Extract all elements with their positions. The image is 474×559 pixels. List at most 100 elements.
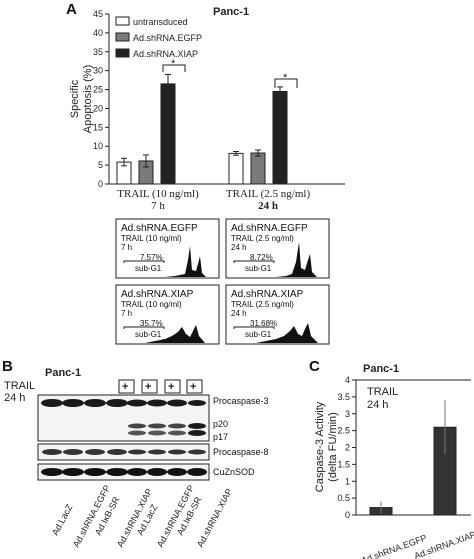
facs-histogram-trace: [165, 246, 206, 277]
legend-swatch-xiap: [115, 48, 130, 58]
bar-ad-shrna-egfp: [250, 152, 266, 185]
facs-condition: TRAIL (10 ng/ml): [121, 300, 182, 309]
y-tick-label: 3.5: [337, 392, 350, 402]
y-tick-label: 30: [93, 66, 103, 76]
group2-label-line2: 24 h: [258, 200, 278, 212]
facs-gate-label: sub-G1: [135, 330, 162, 339]
facs-time: 7 h: [121, 243, 132, 252]
panel-a-ylabel-line2: Apoptosis (%): [82, 65, 94, 133]
facs-gate-label: sub-G1: [245, 264, 272, 273]
facs-title: Ad.shRNA.XIAP: [231, 289, 304, 300]
panel-c-y-ticks: 0 0.5 1 1.5 2 2.5 3 3.5 4: [337, 375, 356, 520]
facs-gate-label: sub-G1: [245, 330, 272, 339]
y-tick-label: 0.5: [337, 493, 350, 503]
band-label-procaspase8: Procaspase-8: [213, 447, 269, 457]
plus-box: [118, 379, 135, 394]
facs-time: 7 h: [121, 309, 132, 318]
legend-label-untransduced: untransduced: [133, 17, 188, 27]
facs-box: [225, 218, 330, 279]
group2-label-line1: TRAIL (2.5 ng/ml): [226, 188, 311, 200]
panel-c-bars: [369, 400, 457, 516]
legend-swatch-egfp: [115, 32, 130, 42]
panel-c-ylabel-line2: (delta FU/min): [327, 412, 339, 482]
facs-condition: TRAIL (2.5 ng/ml): [231, 300, 294, 309]
significance-bracket-1: [162, 64, 186, 72]
panel-c-ylabel-line1: Caspase-3 Activity: [314, 401, 326, 492]
facs-histogram-trace: [145, 325, 205, 343]
band-label-procaspase3: Procaspase-3: [213, 396, 269, 406]
facs-histogram-trace: [276, 242, 317, 277]
western-blot-caspase8: [37, 443, 210, 461]
y-tick-label: 0: [98, 179, 103, 189]
facs-condition: TRAIL (2.5 ng/ml): [231, 234, 294, 243]
western-blot-caspase3: [37, 394, 210, 442]
lane-label: Ad.shRNA.XIAP: [195, 487, 234, 549]
facs-time: 24 h: [231, 309, 247, 318]
facs-time: 24 h: [231, 243, 247, 252]
legend-label-egfp: Ad.shRNA.EGFP: [133, 33, 202, 43]
legend-swatch-untransduced: [115, 16, 130, 26]
significance-star-2: *: [283, 72, 288, 84]
plus-box: [164, 379, 181, 394]
panel-b-letter: B: [2, 358, 13, 375]
y-tick-label: 35: [93, 47, 103, 57]
bar-untransduced: [228, 152, 244, 185]
group1-label-line2: 7 h: [151, 200, 165, 212]
y-tick-label: 4: [345, 375, 350, 385]
facs-gate-label: sub-G1: [135, 264, 162, 273]
trail-plus-row: + + + +: [118, 379, 203, 394]
panel-a-title: Panc-1: [213, 6, 249, 18]
panel-c-inset-time: 24 h: [367, 399, 388, 411]
y-tick-label: 40: [93, 28, 103, 38]
lane-labels: Ad.LacZ Ad.shRNA.EGFP Ad.IκB-SR Ad.shRNA…: [50, 483, 234, 549]
bar-ad-shrna-xiap: [160, 83, 176, 185]
facs-histogram-2: Ad.shRNA.EGFP TRAIL (2.5 ng/ml) 24 h 8.7…: [225, 218, 330, 279]
panel-a-legend: untransduced Ad.shRNA.EGFP Ad.shRNA.XIAP: [115, 16, 202, 59]
y-tick-label: 20: [93, 103, 103, 113]
y-tick-label: 2: [345, 443, 350, 453]
significance-bracket-2: [274, 78, 298, 88]
plus-sign: +: [122, 381, 128, 393]
band-label-p17: p17: [213, 432, 228, 442]
plus-box: [141, 379, 158, 394]
y-tick-label: 2.5: [337, 426, 350, 436]
facs-histogram-3: Ad.shRNA.XIAP TRAIL (10 ng/ml) 7 h 35.7%…: [115, 284, 220, 345]
facs-gate-bracket: [123, 326, 165, 329]
facs-percent: 7.57%: [140, 253, 163, 262]
facs-percent: 8.72%: [250, 253, 273, 262]
plus-sign: +: [168, 381, 174, 393]
plus-box: [186, 379, 203, 394]
facs-percent: 35.7%: [140, 319, 163, 328]
panel-a-bars: [116, 73, 288, 185]
panel-a-y-ticks: 0 5 10 15 20 25 30 35 40 45: [93, 9, 109, 189]
facs-box: [115, 218, 220, 279]
facs-gate-bracket: [123, 260, 165, 263]
y-tick-label: 0: [345, 510, 350, 520]
band-label-p20: p20: [213, 419, 228, 429]
facs-histogram-4: Ad.shRNA.XIAP TRAIL (2.5 ng/ml) 24 h 31.…: [225, 284, 330, 345]
lane-label: Ad.LacZ: [50, 502, 75, 537]
band-label-cuznsod: CuZnSOD: [213, 467, 255, 477]
facs-histogram-1: Ad.shRNA.EGFP TRAIL (10 ng/ml) 7 h 7.57%…: [115, 218, 220, 279]
panel-c-letter: C: [309, 358, 320, 375]
western-blot-cuznsod: [37, 463, 210, 481]
significance-star-1: *: [171, 58, 176, 70]
bar-ad-shrna-xiap: [272, 90, 288, 185]
facs-percent: 31.68%: [250, 319, 277, 328]
y-tick-label: 1.5: [337, 459, 350, 469]
facs-histogram-trace: [256, 323, 318, 343]
panel-c-inset-trail: TRAIL: [367, 386, 398, 398]
y-tick-label: 45: [93, 9, 103, 19]
y-tick-label: 25: [93, 85, 103, 95]
facs-gate-bracket: [233, 260, 275, 263]
legend-label-xiap: Ad.shRNA.XIAP: [133, 49, 198, 59]
facs-box: [115, 284, 220, 345]
group1-label-line1: TRAIL (10 ng/ml): [117, 188, 199, 200]
panel-b-trail: TRAIL: [4, 380, 35, 392]
facs-title: Ad.shRNA.EGFP: [231, 223, 308, 234]
facs-gate-bracket: [233, 326, 275, 329]
y-tick-label: 5: [98, 160, 103, 170]
plus-sign: +: [145, 381, 151, 393]
y-tick-label: 3: [345, 409, 350, 419]
facs-title: Ad.shRNA.XIAP: [121, 289, 194, 300]
